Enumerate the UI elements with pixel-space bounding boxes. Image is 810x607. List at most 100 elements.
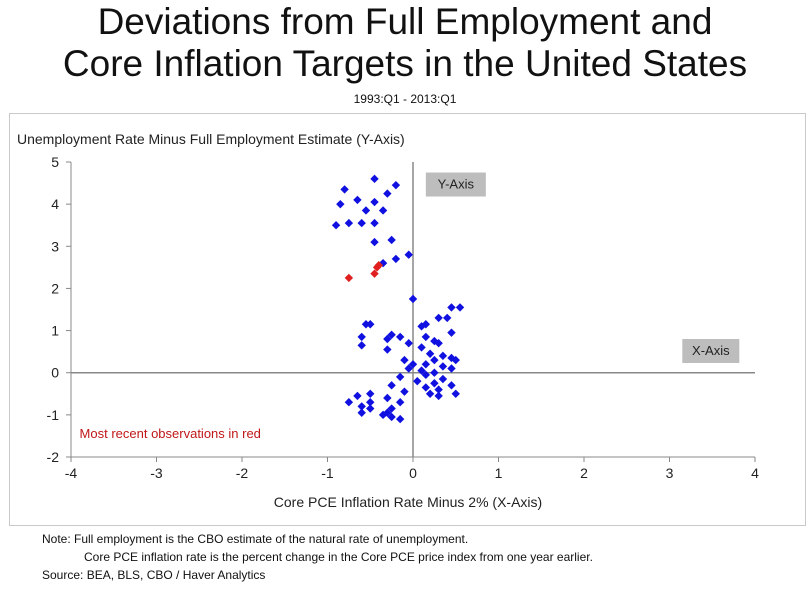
- data-point: [434, 385, 443, 394]
- data-point: [357, 402, 366, 411]
- data-point: [400, 355, 409, 365]
- data-point: [357, 341, 366, 350]
- footnotes: Note: Full employment is the CBO estimat…: [42, 530, 593, 584]
- data-points: [331, 174, 465, 424]
- data-point: [447, 328, 456, 337]
- y-tick-label: 4: [51, 196, 59, 212]
- y-axis-callout: Y-Axis: [425, 172, 486, 197]
- data-point: [417, 343, 426, 352]
- data-point: [430, 379, 439, 388]
- y-tick-labels: -2 -1 0 1 2 3 4 5: [47, 154, 71, 465]
- data-point: [395, 372, 405, 382]
- data-point: [434, 313, 443, 323]
- data-point: [421, 320, 431, 329]
- x-tick-label: 1: [495, 465, 503, 481]
- data-point: [387, 404, 396, 413]
- data-point: [447, 381, 456, 390]
- y-tick-label: 0: [51, 365, 59, 381]
- data-point: [395, 332, 405, 342]
- data-point: [387, 381, 396, 390]
- data-point: [361, 320, 371, 329]
- data-point: [425, 389, 435, 398]
- data-point: [383, 408, 392, 417]
- data-point: [425, 349, 435, 358]
- data-point: [455, 303, 465, 312]
- data-point: [344, 218, 354, 228]
- chart-title-line-2: Core Inflation Targets in the United Sta…: [62, 43, 748, 84]
- data-point: [353, 195, 362, 205]
- axes: [70, 162, 755, 458]
- data-point: [438, 351, 448, 361]
- y-tick-label: 1: [51, 323, 59, 339]
- data-point: [383, 189, 392, 198]
- annotation-recent-red: Most recent observations in red: [80, 426, 261, 441]
- data-point: [421, 383, 431, 392]
- data-point: [357, 332, 366, 342]
- data-point: [370, 174, 379, 184]
- y-tick-label: 2: [51, 280, 59, 296]
- y-axis-title: Unemployment Rate Minus Full Employment …: [17, 131, 405, 147]
- data-point: [413, 376, 422, 386]
- recent-data-point: [374, 261, 383, 270]
- x-axis-callout: X-Axis: [682, 339, 740, 363]
- data-point: [391, 254, 401, 264]
- chart-title-line-1: Deviations from Full Employment and: [97, 1, 713, 42]
- x-axis-callout-box: [682, 339, 740, 363]
- data-point: [447, 364, 456, 373]
- data-point: [331, 221, 341, 230]
- note-line-1: Note: Full employment is the CBO estimat…: [42, 532, 469, 546]
- data-point: [387, 330, 396, 339]
- data-point: [353, 391, 362, 401]
- data-point: [378, 206, 388, 215]
- y-tick-label: 5: [51, 154, 59, 170]
- data-point: [404, 250, 413, 259]
- data-point: [361, 206, 371, 215]
- data-point: [391, 180, 401, 190]
- data-point: [357, 408, 366, 417]
- data-point: [340, 185, 349, 194]
- x-tick-label: -3: [150, 465, 163, 481]
- data-point: [366, 320, 375, 329]
- data-point: [395, 398, 405, 407]
- data-point: [383, 345, 392, 354]
- data-point: [404, 339, 413, 348]
- data-point: [336, 199, 345, 209]
- data-point: [421, 332, 431, 342]
- data-point: [421, 370, 431, 380]
- data-point: [357, 218, 366, 228]
- chart-frame: Unemployment Rate Minus Full Employment …: [9, 113, 806, 526]
- data-point: [430, 355, 439, 365]
- x-tick-label: 0: [409, 465, 417, 481]
- x-axis-callout-text: X-Axis: [692, 343, 730, 358]
- chart-subtitle: 1993:Q1 - 2013:Q1: [353, 92, 457, 106]
- data-point: [400, 387, 409, 396]
- x-tick-label: -2: [236, 465, 249, 481]
- data-point: [387, 412, 396, 422]
- data-point: [383, 393, 392, 403]
- note-line-2: Core PCE inflation rate is the percent c…: [84, 550, 593, 564]
- data-point: [387, 235, 396, 245]
- x-tick-label: 2: [580, 465, 588, 481]
- data-point: [451, 389, 460, 398]
- recent-data-point: [370, 269, 379, 278]
- data-point: [430, 368, 439, 377]
- data-point: [366, 398, 375, 407]
- data-point: [434, 391, 443, 401]
- data-point: [421, 360, 431, 369]
- data-point: [408, 294, 418, 304]
- scatter-chart: Unemployment Rate Minus Full Employment …: [17, 131, 759, 510]
- x-axis-title: Core PCE Inflation Rate Minus 2% (X-Axis…: [274, 494, 542, 510]
- data-point: [451, 355, 460, 365]
- data-point: [408, 360, 418, 369]
- y-tick-label: -1: [47, 407, 60, 423]
- data-point: [370, 237, 379, 247]
- y-tick-label: -2: [47, 449, 60, 465]
- y-axis-callout-text: Y-Axis: [438, 177, 475, 192]
- data-point: [383, 334, 392, 344]
- y-tick-label: 3: [51, 238, 59, 254]
- source-line: Source: BEA, BLS, CBO / Haver Analytics: [42, 568, 266, 582]
- x-tick-label: -4: [65, 465, 78, 481]
- data-point: [404, 364, 413, 373]
- x-tick-label: 3: [666, 465, 674, 481]
- data-point: [344, 398, 354, 407]
